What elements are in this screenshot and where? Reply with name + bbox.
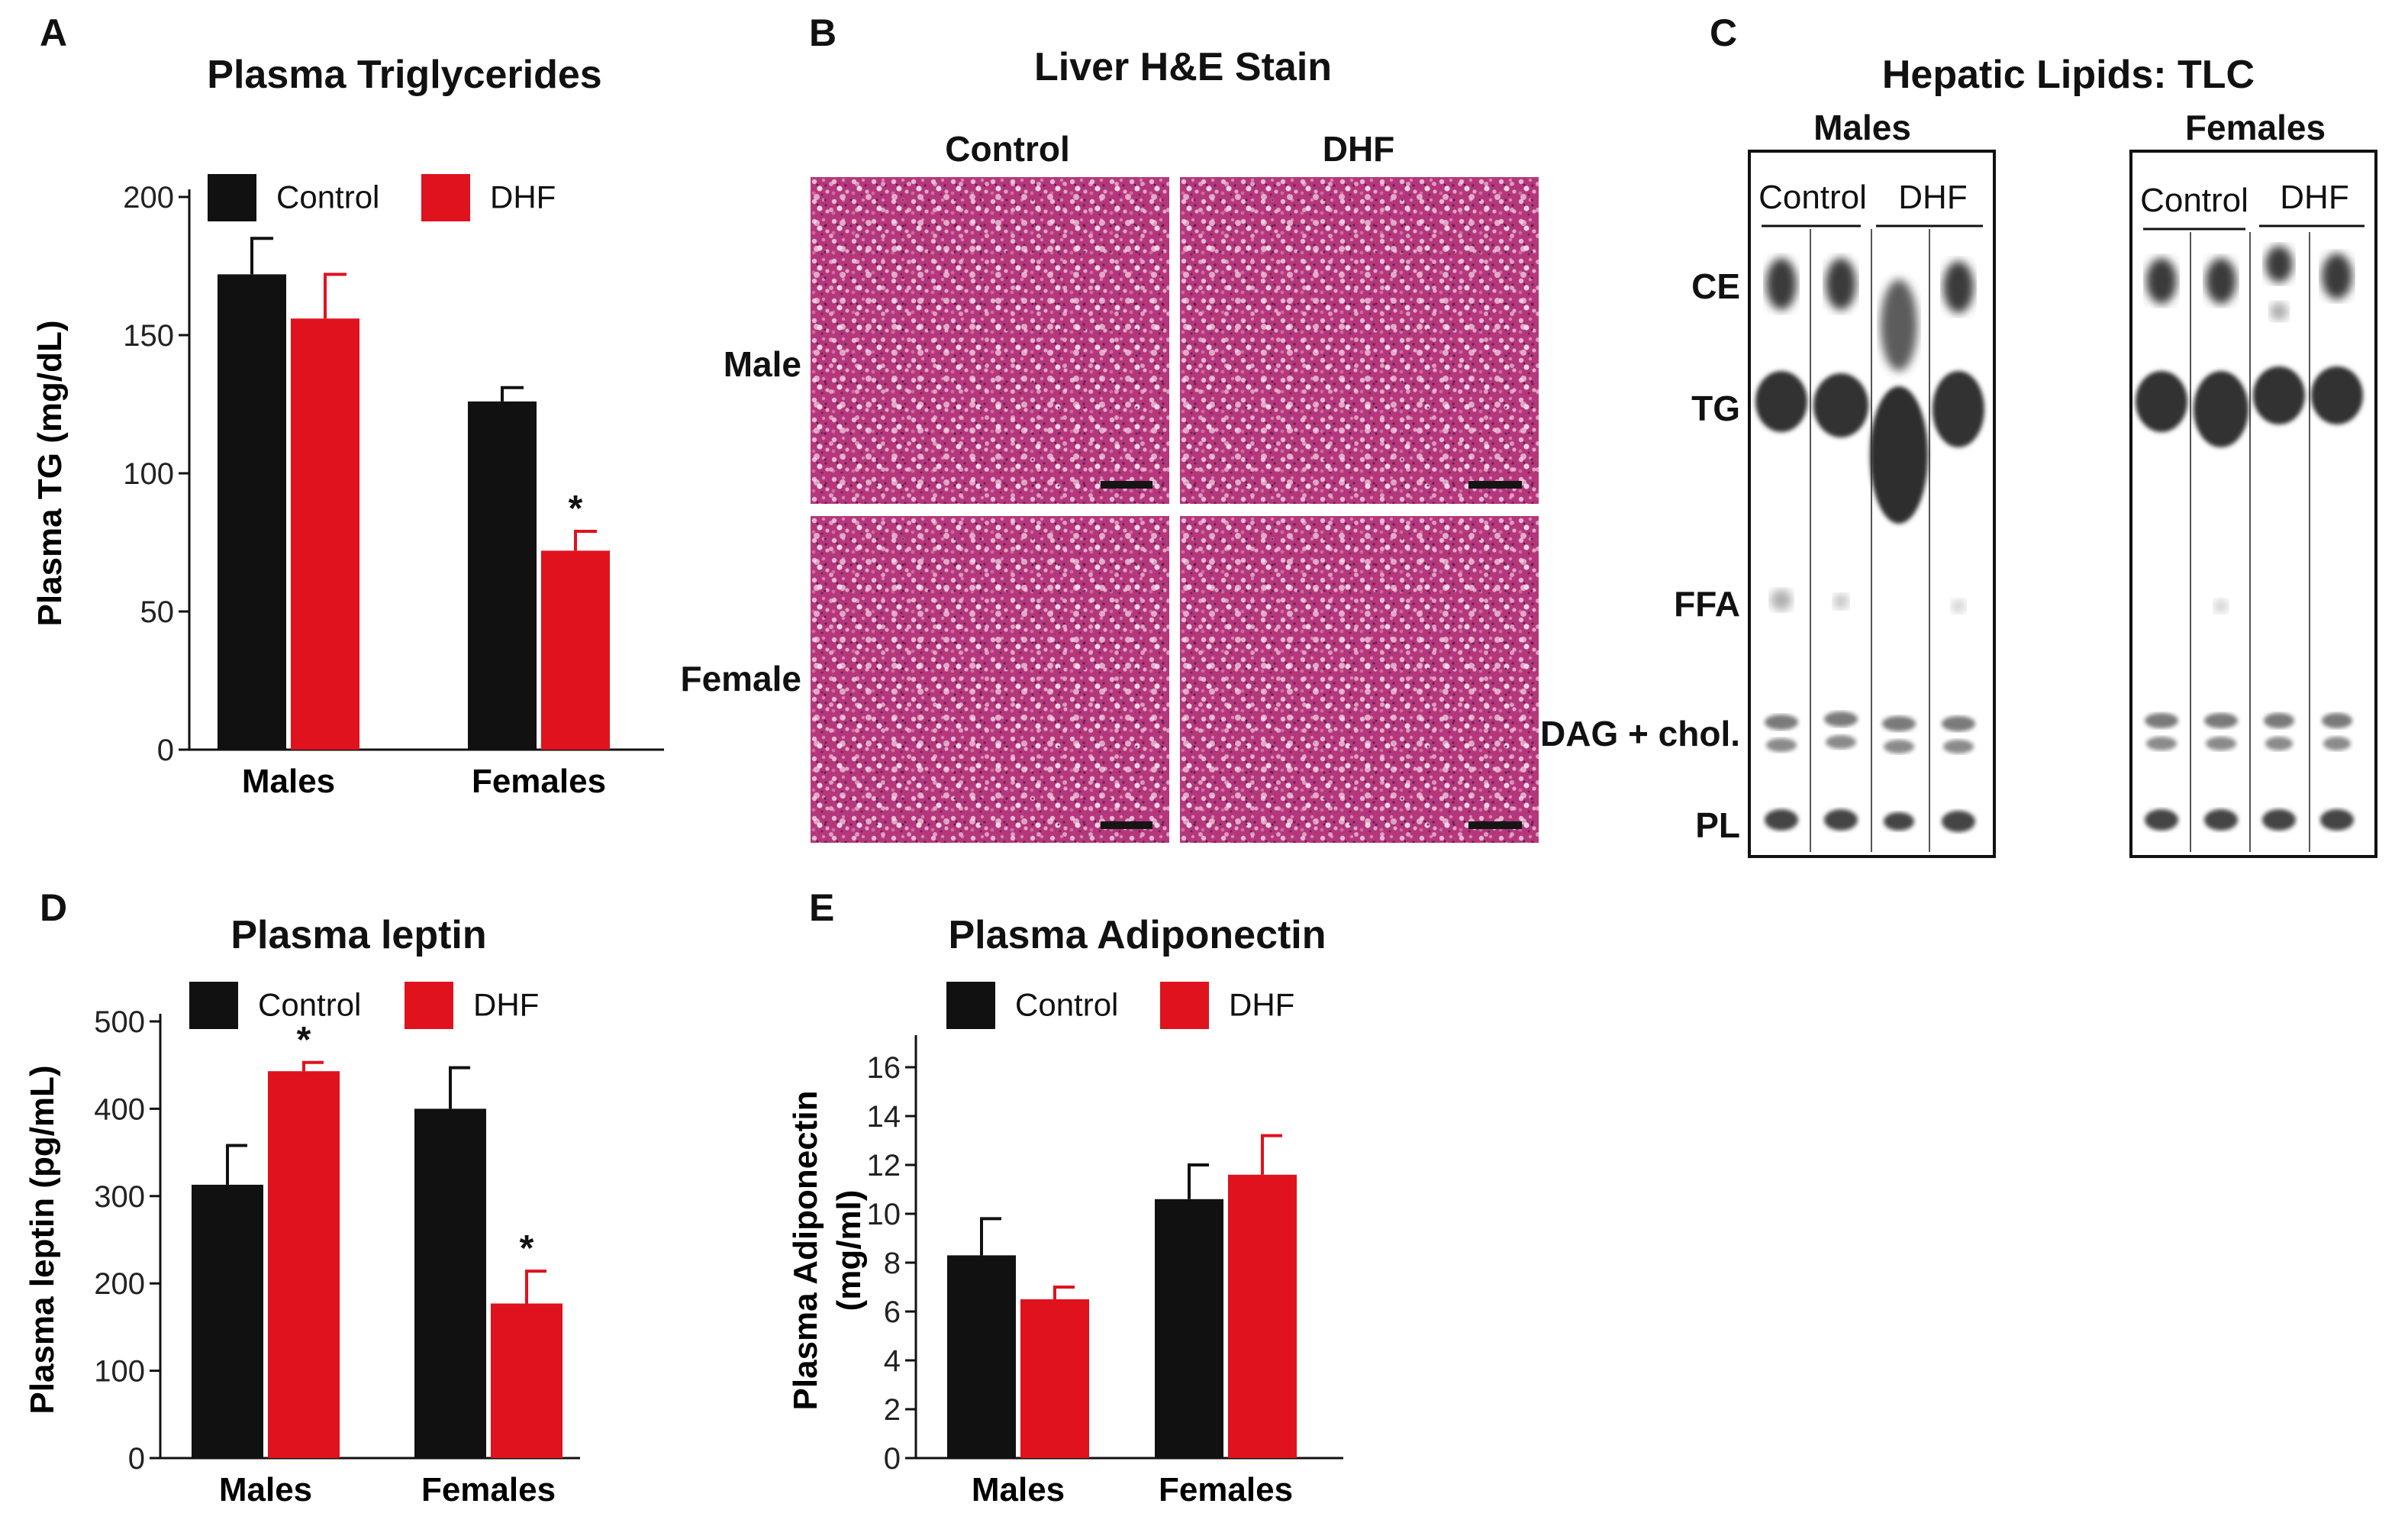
panel-letter-e: E [809,886,835,929]
scale-bar [1468,821,1522,829]
bar-control-females [468,401,537,750]
tlc-group-label-males: Males [1813,108,1911,147]
x-category-label: Females [421,1471,556,1508]
tlc-band-label-dag-chol: DAG + chol. [1540,714,1740,753]
y-tick-label: 500 [94,1005,145,1039]
y-tick-label: 300 [94,1180,145,1214]
panel-c-title: Hepatic Lipids: TLC [1881,53,2255,97]
legend-swatch-dhf [1160,982,1209,1029]
y-tick-label: 100 [94,1355,145,1389]
y-tick-label: 150 [123,319,174,353]
bar-dhf-males [268,1071,340,1458]
significance-marker: * [569,489,583,529]
tlc-group-label-females: Females [2184,108,2326,147]
y-axis-label: Plasma TG (mg/dL) [31,321,69,627]
y-tick-label: 100 [123,457,174,491]
legend-label-control: Control [1015,987,1118,1023]
y-tick-label: 50 [140,595,175,629]
legend-label-dhf: DHF [490,179,556,215]
bar-dhf-females [1228,1174,1297,1458]
y-tick-label: 0 [884,1442,901,1476]
panel-a-title: Plasma Triglycerides [207,53,602,97]
panel-d-title: Plasma leptin [230,913,487,957]
bar-dhf-females [541,550,610,750]
bar-dhf-males [291,318,359,750]
he-image-male-control [811,177,1169,504]
bar-dhf-females [491,1303,563,1458]
y-tick-label: 4 [884,1344,901,1378]
tlc-lane-label-males-control: Control [1758,179,1867,216]
tlc-plate-males-spots [1755,224,1984,852]
tlc-band-label-tg: TG [1691,389,1740,428]
x-category-label: Males [972,1471,1065,1508]
legend-swatch-control [189,982,238,1029]
y-tick-label: 0 [128,1442,145,1476]
tlc-plate-males [1748,150,1996,858]
significance-marker: * [297,1020,311,1060]
y-tick-label: 200 [94,1267,145,1301]
legend-swatch-dhf [421,174,470,221]
y-tick-label: 0 [157,734,174,767]
tlc-plate-females [2129,150,2377,858]
x-category-label: Males [219,1471,312,1508]
tlc-lane-label-females-control: Control [2140,182,2248,219]
y-tick-label: 6 [884,1295,901,1329]
legend-swatch-control [208,174,256,221]
tlc-band-label-ffa: FFA [1674,584,1740,624]
x-category-label: Females [1159,1471,1293,1508]
legend-label-control: Control [258,987,361,1023]
y-tick-label: 8 [884,1247,901,1280]
x-category-label: Males [242,763,335,800]
y-tick-label: 400 [94,1092,145,1126]
chart-a-plasma-tg: 0 50 100 150 200 Plasma TG (mg/dL) Males * Femal… [31,174,664,800]
he-image-female-dhf [1180,516,1539,843]
scale-bar [1101,821,1152,829]
legend-swatch-dhf [405,982,453,1029]
legend-label-dhf: DHF [473,987,539,1023]
tlc-band-label-pl: PL [1695,805,1740,845]
scale-bar [1101,481,1152,489]
he-image-male-dhf [1180,177,1539,504]
y-tick-label: 200 [123,181,174,215]
tlc-plate-females-spots [2136,224,2364,852]
y-tick-label: 2 [884,1393,901,1427]
he-row-label-male: Male [723,344,801,384]
y-tick-label: 12 [867,1149,901,1182]
panel-letter-a: A [40,11,68,54]
chart-e-plasma-adiponectin: 0 2 4 6 8 10 12 14 16 Plasma Adiponectin (mg/ml) Ma… [787,982,1343,1508]
scale-bar [1468,481,1522,489]
bar-control-females [1155,1199,1223,1458]
bar-control-males [947,1255,1016,1458]
bar-control-females [414,1108,486,1458]
y-axis-label: Plasma leptin (pg/mL) [24,1065,61,1414]
y-tick-label: 10 [867,1198,901,1231]
significance-marker: * [520,1228,534,1269]
panel-letter-d: D [40,886,68,929]
panel-letter-c: C [1710,11,1738,54]
panel-letter-b: B [809,11,837,54]
chart-d-plasma-leptin: 0 100 200 300 400 500 Plasma leptin (pg/mL) * Ma… [24,982,580,1508]
panel-e-title: Plasma Adiponectin [948,913,1326,957]
he-col-label-dhf: DHF [1322,129,1395,169]
legend-label-dhf: DHF [1229,987,1294,1023]
bar-control-males [192,1184,263,1458]
legend-swatch-control [946,982,995,1029]
he-row-label-female: Female [680,659,801,699]
panel-b-title: Liver H&E Stain [1033,45,1333,89]
y-tick-label: 16 [867,1051,901,1085]
he-col-label-control: Control [945,129,1070,169]
bar-dhf-males [1020,1299,1089,1458]
tlc-lane-label-females-dhf: DHF [2280,179,2349,216]
y-axis-label: Plasma Adiponectin (mg/ml) [787,1091,868,1411]
legend-label-control: Control [276,179,379,215]
tlc-lane-label-males-dhf: DHF [1898,179,1968,216]
bar-control-males [218,274,286,750]
y-tick-label: 14 [867,1100,901,1134]
x-category-label: Females [472,763,606,800]
tlc-band-label-ce: CE [1691,266,1740,306]
he-image-female-control [811,516,1169,843]
